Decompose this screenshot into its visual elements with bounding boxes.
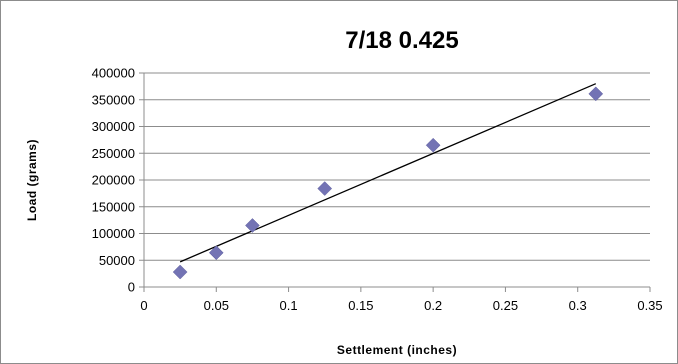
data-point — [208, 245, 224, 261]
x-axis-label: Settlement (inches) — [337, 343, 457, 357]
y-tick-label: 250000 — [92, 146, 135, 161]
x-tick-labels: 0 0.05 0.1 0.15 0.2 0.25 0.3 0.35 — [140, 298, 662, 313]
y-tick-label: 350000 — [92, 92, 135, 107]
x-tick-label: 0.25 — [493, 298, 518, 313]
x-tick-label: 0.2 — [424, 298, 442, 313]
data-point — [245, 218, 260, 233]
y-tick-label: 0 — [128, 280, 135, 295]
data-points — [172, 86, 604, 280]
trendline-group — [179, 83, 597, 263]
x-tick-label: 0.1 — [280, 298, 298, 313]
y-tick-labels: 0 50000 100000 150000 200000 250000 300000 3500… — [92, 66, 135, 295]
x-tick-label: 0.15 — [348, 298, 373, 313]
x-tick-label: 0.05 — [204, 298, 229, 313]
y-tick-label: 100000 — [92, 226, 135, 241]
y-tick-label: 300000 — [92, 119, 135, 134]
y-tick-label: 400000 — [92, 66, 135, 81]
chart-title: 7/18 0.425 — [345, 27, 458, 54]
data-point — [588, 86, 604, 102]
y-tick-label: 50000 — [99, 253, 135, 268]
x-tick-label: 0.3 — [569, 298, 587, 313]
trendline — [179, 83, 597, 263]
x-tick-label: 0 — [140, 298, 147, 313]
grid-lines — [144, 72, 650, 261]
data-point — [172, 264, 188, 280]
y-tick-label: 200000 — [92, 173, 135, 188]
x-tick-label: 0.35 — [637, 298, 662, 313]
data-point — [425, 137, 441, 153]
y-tick-label: 150000 — [92, 199, 135, 214]
axes — [139, 72, 651, 292]
data-point — [317, 181, 333, 196]
y-axis-label: Load (grams) — [25, 139, 39, 221]
